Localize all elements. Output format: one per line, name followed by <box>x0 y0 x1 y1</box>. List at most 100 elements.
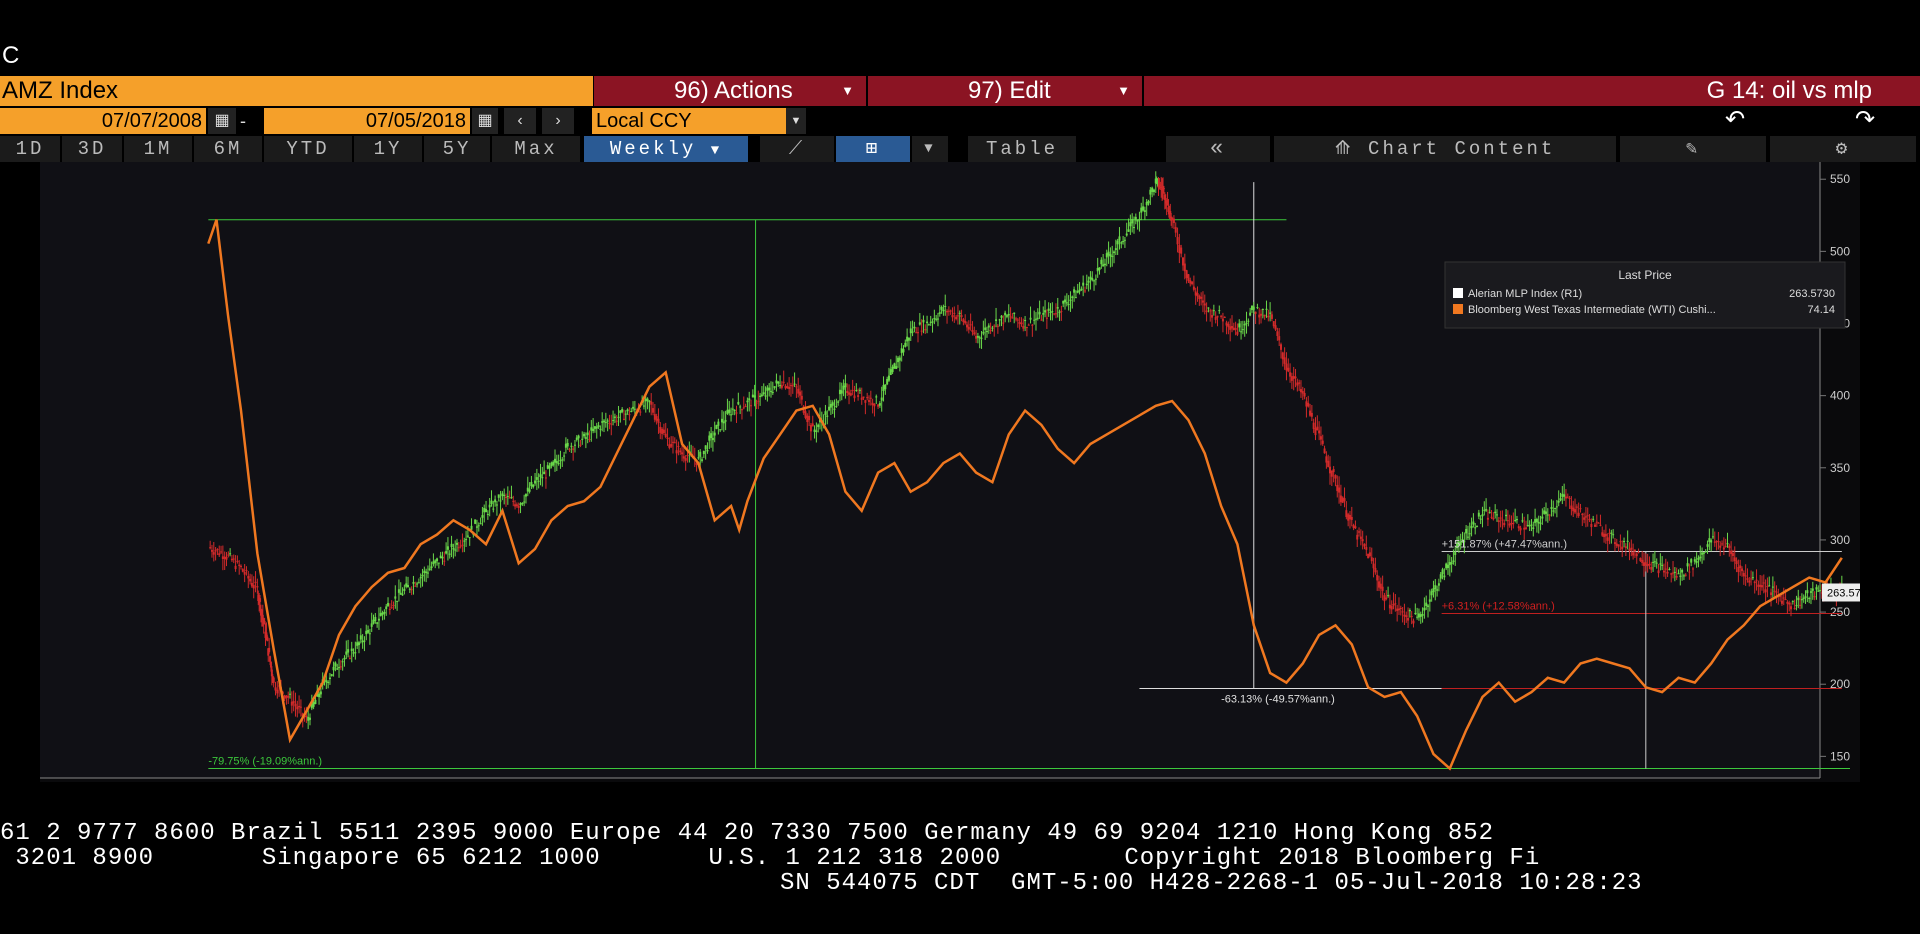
candle-body <box>1209 310 1212 312</box>
candle-body <box>811 423 814 427</box>
candle-body <box>1370 557 1373 562</box>
candle-body <box>973 332 976 335</box>
end-date-field[interactable]: 07/05/2018 <box>264 108 470 134</box>
period-button-1m[interactable]: 1M <box>124 136 192 162</box>
chevron-down-icon[interactable]: ▼ <box>912 136 948 162</box>
period-button-5y[interactable]: 5Y <box>424 136 490 162</box>
candle-body <box>824 411 827 415</box>
candle-body <box>906 336 909 342</box>
period-button-6m[interactable]: 6M <box>194 136 262 162</box>
gear-icon[interactable]: ⚙ <box>1770 136 1916 162</box>
candle-body <box>1167 207 1170 212</box>
period-button-ytd[interactable]: YTD <box>264 136 352 162</box>
period-button-1y[interactable]: 1Y <box>354 136 422 162</box>
candle-body <box>599 428 602 430</box>
candle-body <box>1441 569 1444 575</box>
candle-body <box>755 402 758 404</box>
candle-body <box>543 471 546 475</box>
candle-body <box>601 421 604 423</box>
candle-body <box>1152 189 1155 193</box>
candle-body <box>1731 553 1734 557</box>
chart-content-button[interactable]: ⟰ Chart Content <box>1274 136 1616 162</box>
candle-body <box>917 332 920 334</box>
candle-body <box>771 392 774 394</box>
candle-body <box>1661 564 1664 566</box>
candlestick-icon[interactable]: ⊞ <box>836 136 910 162</box>
candle-body <box>1672 572 1675 574</box>
chevron-down-icon[interactable]: ▼ <box>786 108 806 134</box>
candle-body <box>408 588 411 590</box>
actions-menu-button[interactable]: 96) Actions ▼ <box>594 76 866 106</box>
frequency-select[interactable]: Weekly ▼ <box>584 136 748 162</box>
candle-body <box>1693 559 1696 562</box>
candle-body <box>773 386 776 388</box>
period-button-3d[interactable]: 3D <box>62 136 122 162</box>
candle-body <box>1521 520 1524 522</box>
candle-body <box>1721 543 1724 545</box>
collapse-button[interactable]: « <box>1166 136 1270 162</box>
candle-body <box>584 437 587 439</box>
candle-body <box>417 582 420 584</box>
candle-body <box>1465 528 1468 534</box>
candle-body <box>995 319 998 321</box>
next-period-button[interactable]: › <box>542 108 574 134</box>
candle-body <box>926 321 929 324</box>
candle-body <box>642 405 645 407</box>
candle-body <box>1009 316 1012 318</box>
redo-icon[interactable]: ↷ <box>1854 106 1876 133</box>
measure-annotation: +151.87% (+47.47%ann.) <box>1442 538 1567 550</box>
candle-body <box>1819 590 1822 592</box>
candle-body <box>1394 603 1397 605</box>
candle-body <box>477 525 480 527</box>
candle-body <box>1392 603 1395 606</box>
candle-body <box>1657 570 1660 574</box>
candle-body <box>1748 580 1751 583</box>
edit-pen-icon[interactable]: ✎ <box>1620 136 1766 162</box>
candle-body <box>1583 517 1586 520</box>
candle-body <box>1730 550 1733 555</box>
edit-menu-button[interactable]: 97) Edit ▼ <box>868 76 1142 106</box>
prev-period-button[interactable]: ‹ <box>504 108 536 134</box>
candle-body <box>1309 410 1312 416</box>
candle-body <box>1461 539 1464 543</box>
candle-body <box>780 385 783 388</box>
candle-body <box>1049 311 1052 313</box>
edit-label: 97) Edit <box>968 77 1051 104</box>
candle-body <box>1054 313 1057 315</box>
candle-body <box>1187 274 1190 281</box>
ticker-field[interactable]: AMZ Index <box>0 76 593 106</box>
candle-body <box>510 497 513 499</box>
candle-body <box>381 612 384 615</box>
candle-body <box>348 657 351 659</box>
candle-body <box>728 409 731 413</box>
candle-body <box>1793 608 1796 610</box>
candle-body <box>595 426 598 429</box>
candle-body <box>1245 322 1248 324</box>
candle-body <box>466 535 469 537</box>
candle-body <box>1240 331 1243 333</box>
footer-line-2: 3201 8900 Singapore 65 6212 1000 U.S. 1 … <box>0 845 1541 872</box>
table-button[interactable]: Table <box>968 136 1076 162</box>
calendar-icon[interactable]: ▦ <box>208 108 236 134</box>
period-button-max[interactable]: Max <box>492 136 580 162</box>
candle-body <box>1350 516 1353 520</box>
candle-body <box>452 548 455 550</box>
candle-body <box>214 550 217 552</box>
calendar-icon[interactable]: ▦ <box>472 108 498 134</box>
candle-body <box>969 324 972 326</box>
candle-body <box>1497 520 1500 523</box>
candle-body <box>314 699 317 705</box>
start-date-field[interactable]: 07/07/2008 <box>0 108 206 134</box>
candle-body <box>1365 547 1368 550</box>
candle-body <box>757 400 760 402</box>
candle-body <box>1000 315 1003 318</box>
line-chart-icon[interactable]: ⟋ <box>760 136 834 162</box>
currency-select[interactable]: Local CCY <box>592 108 786 134</box>
candle-body <box>508 497 511 499</box>
candle-body <box>1733 557 1736 561</box>
candle-body <box>1383 595 1386 602</box>
candle-body <box>1363 543 1366 547</box>
period-button-1d[interactable]: 1D <box>0 136 60 162</box>
undo-icon[interactable]: ↶ <box>1724 106 1746 133</box>
price-chart[interactable]: 2008200920102011201220132014201520162017… <box>40 162 1860 782</box>
